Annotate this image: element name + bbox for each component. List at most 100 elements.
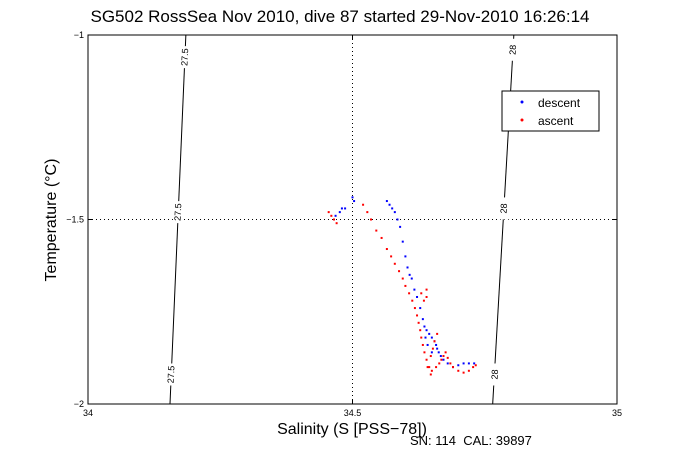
isopycnal-label-0-0: 27.5 [179,48,190,66]
point-descent-11 [399,225,402,228]
point-descent-10 [396,218,399,221]
point-ascent-3 [335,222,338,225]
point-ascent-6 [370,218,373,221]
point-ascent-46 [433,340,436,343]
isopycnal-label-bg-0-2 [166,363,177,386]
point-descent-19 [419,307,422,310]
point-ascent-13 [401,277,404,280]
chart-title: SG502 RossSea Nov 2010, dive 87 started … [91,7,590,26]
point-descent-24 [430,336,433,339]
data-points [327,196,477,376]
point-ascent-27 [435,366,438,369]
point-ascent-26 [430,369,433,372]
isopycnal-label-bg-1-2 [489,363,500,386]
x-tick-label-2: 35 [612,408,622,418]
x-tick-label-1: 34.5 [344,408,362,418]
point-ascent-12 [398,270,401,273]
point-descent-15 [408,273,411,276]
point-ascent-10 [390,255,393,258]
point-descent-31 [446,362,449,365]
point-ascent-1 [330,214,333,217]
isopycnal-label-1-1: 28 [499,203,510,214]
point-ascent-31 [444,351,447,354]
point-descent-7 [388,203,391,206]
point-ascent-30 [442,355,445,358]
point-descent-28 [437,351,440,354]
point-ascent-48 [426,366,429,369]
point-ascent-36 [462,371,465,374]
point-ascent-17 [413,307,416,310]
point-ascent-18 [416,314,419,317]
point-ascent-38 [472,366,475,369]
isopycnal-label-bg-1-1 [498,197,509,220]
point-ascent-21 [420,336,423,339]
point-ascent-19 [417,321,420,324]
point-descent-12 [401,240,404,243]
point-ascent-22 [421,343,424,346]
point-descent-6 [385,200,388,203]
point-descent-16 [410,277,413,280]
point-descent-29 [439,355,442,358]
legend-label-descent: descent [538,96,581,110]
point-ascent-8 [380,236,383,239]
point-ascent-47 [436,332,439,335]
point-ascent-0 [327,211,330,214]
point-descent-35 [467,362,470,365]
point-descent-3 [344,207,347,210]
point-descent-34 [462,362,465,365]
point-descent-8 [391,207,394,210]
point-descent-27 [436,347,439,350]
point-ascent-43 [420,292,423,295]
point-descent-38 [426,343,429,346]
point-descent-0 [334,214,337,217]
axis-ticks: 34 34.5 35 −2 −1.5 −1 [66,30,622,418]
point-descent-13 [404,255,407,258]
point-ascent-9 [385,248,388,251]
point-descent-30 [442,358,445,361]
point-descent-2 [340,207,343,210]
point-descent-33 [457,364,460,367]
y-tick-label-2: −1 [74,30,84,40]
point-descent-21 [423,325,426,328]
point-ascent-4 [362,203,365,206]
point-descent-9 [393,211,396,214]
isopycnal-label-0-1: 27.5 [173,203,184,221]
x-tick-label-0: 34 [83,408,93,418]
footer-serial-calibration: SN: 114 CAL: 39897 [410,433,532,448]
point-ascent-33 [449,362,452,365]
point-ascent-40 [422,299,425,302]
point-descent-1 [338,211,341,214]
point-ascent-49 [429,373,432,376]
point-ascent-35 [457,369,460,372]
point-ascent-41 [425,295,428,298]
isopycnal-label-bg-0-0 [179,46,190,69]
point-descent-14 [406,266,409,269]
point-ascent-11 [393,262,396,265]
isopycnal-label-1-2: 28 [490,369,501,380]
point-ascent-20 [419,329,422,332]
point-descent-18 [416,295,419,298]
point-ascent-42 [425,288,428,291]
legend-box [501,90,600,132]
legend-marker-ascent [520,118,524,122]
point-ascent-23 [423,351,426,354]
y-tick-label-0: −2 [74,399,84,409]
point-ascent-24 [425,358,428,361]
point-ascent-14 [404,284,407,287]
legend: descent ascent [501,90,600,132]
point-descent-26 [435,343,438,346]
point-descent-39 [424,336,427,339]
point-descent-5 [353,200,356,203]
point-ascent-5 [366,211,369,214]
isopycnal-label-1-0: 28 [508,44,519,55]
point-descent-23 [428,332,431,335]
point-ascent-7 [375,229,378,232]
point-ascent-28 [438,362,441,365]
legend-marker-descent [520,100,524,104]
point-descent-37 [430,351,433,354]
point-ascent-34 [452,366,455,369]
point-ascent-39 [474,364,477,367]
point-ascent-16 [411,299,414,302]
point-descent-36 [473,362,476,365]
